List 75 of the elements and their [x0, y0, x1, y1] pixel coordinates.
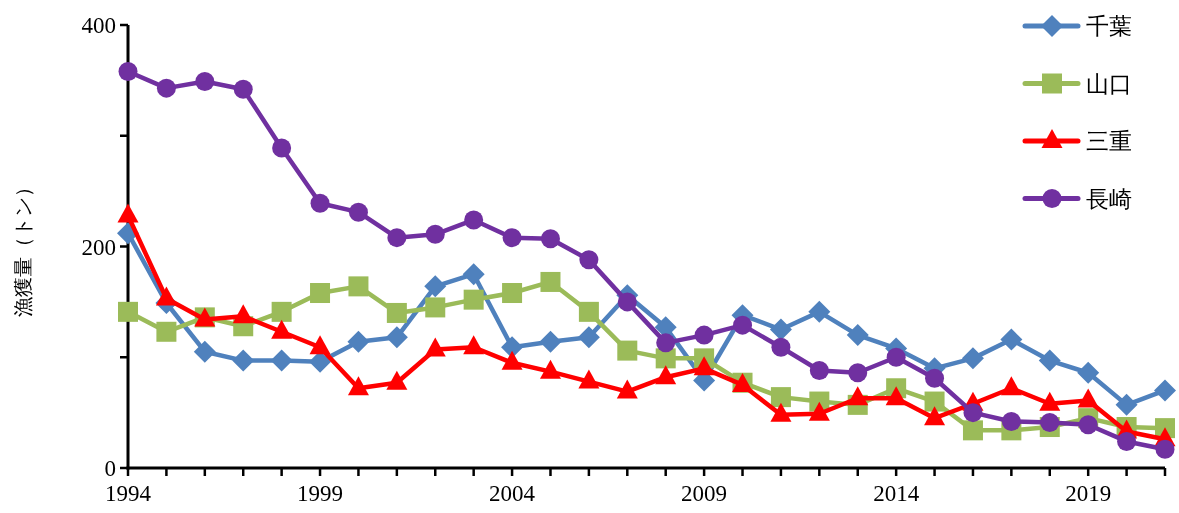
point [579, 250, 599, 270]
legend-label: 山口 [1086, 71, 1132, 97]
point [463, 289, 484, 310]
point [464, 210, 484, 230]
point [694, 325, 714, 345]
point [848, 363, 868, 383]
point [385, 326, 408, 349]
point [195, 71, 215, 91]
x-tick-label: 2009 [681, 481, 728, 506]
point [1155, 439, 1175, 459]
point [770, 387, 791, 408]
x-tick-label: 2004 [489, 481, 536, 506]
point [846, 324, 869, 347]
point [118, 62, 138, 82]
point [1154, 379, 1176, 402]
point [502, 228, 522, 248]
point [1078, 415, 1098, 435]
point [924, 391, 945, 412]
legend-label: 長崎 [1086, 186, 1132, 212]
point [386, 302, 407, 323]
point [617, 292, 637, 312]
x-tick-label: 1999 [297, 481, 344, 506]
point [425, 224, 445, 244]
point [963, 403, 983, 423]
point [656, 333, 676, 353]
point [540, 229, 560, 249]
point [462, 263, 485, 286]
y-tick-label: 400 [81, 13, 116, 38]
point [1038, 349, 1061, 372]
point [271, 301, 292, 322]
point [808, 300, 831, 323]
point [156, 78, 176, 98]
point [1000, 328, 1023, 351]
y-tick-label: 200 [81, 234, 116, 260]
point [118, 301, 138, 322]
point [233, 79, 253, 99]
x-tick-label: 2019 [1065, 481, 1112, 506]
point [310, 283, 331, 304]
point [539, 330, 562, 353]
point [769, 318, 792, 341]
legend-label: 三重 [1086, 129, 1132, 154]
point [424, 275, 447, 298]
point [1001, 411, 1021, 431]
point [232, 349, 255, 372]
point [156, 321, 177, 342]
point [387, 228, 407, 248]
point [347, 330, 370, 353]
point [577, 326, 600, 349]
point [925, 368, 945, 388]
point [886, 347, 906, 367]
x-tick-label: 1994 [105, 481, 152, 506]
point [193, 340, 216, 363]
point [1077, 361, 1100, 384]
point [270, 349, 293, 372]
point [617, 340, 638, 361]
point [1040, 413, 1060, 433]
point [771, 337, 791, 357]
point [502, 283, 523, 304]
point [962, 420, 983, 441]
y-tick-label: 0 [104, 456, 116, 481]
point [348, 276, 369, 297]
point [1117, 431, 1137, 451]
point [809, 361, 829, 381]
point [961, 347, 984, 370]
point [1115, 393, 1138, 416]
point [272, 138, 292, 158]
point [733, 315, 753, 335]
legend-label: 千葉 [1086, 14, 1132, 39]
point [348, 202, 368, 222]
x-tick-label: 2014 [873, 481, 920, 506]
point [540, 271, 561, 292]
y-axis-title: 漁獲量（トン） [12, 176, 34, 317]
point [578, 301, 599, 322]
point [425, 297, 446, 318]
point [310, 193, 330, 213]
